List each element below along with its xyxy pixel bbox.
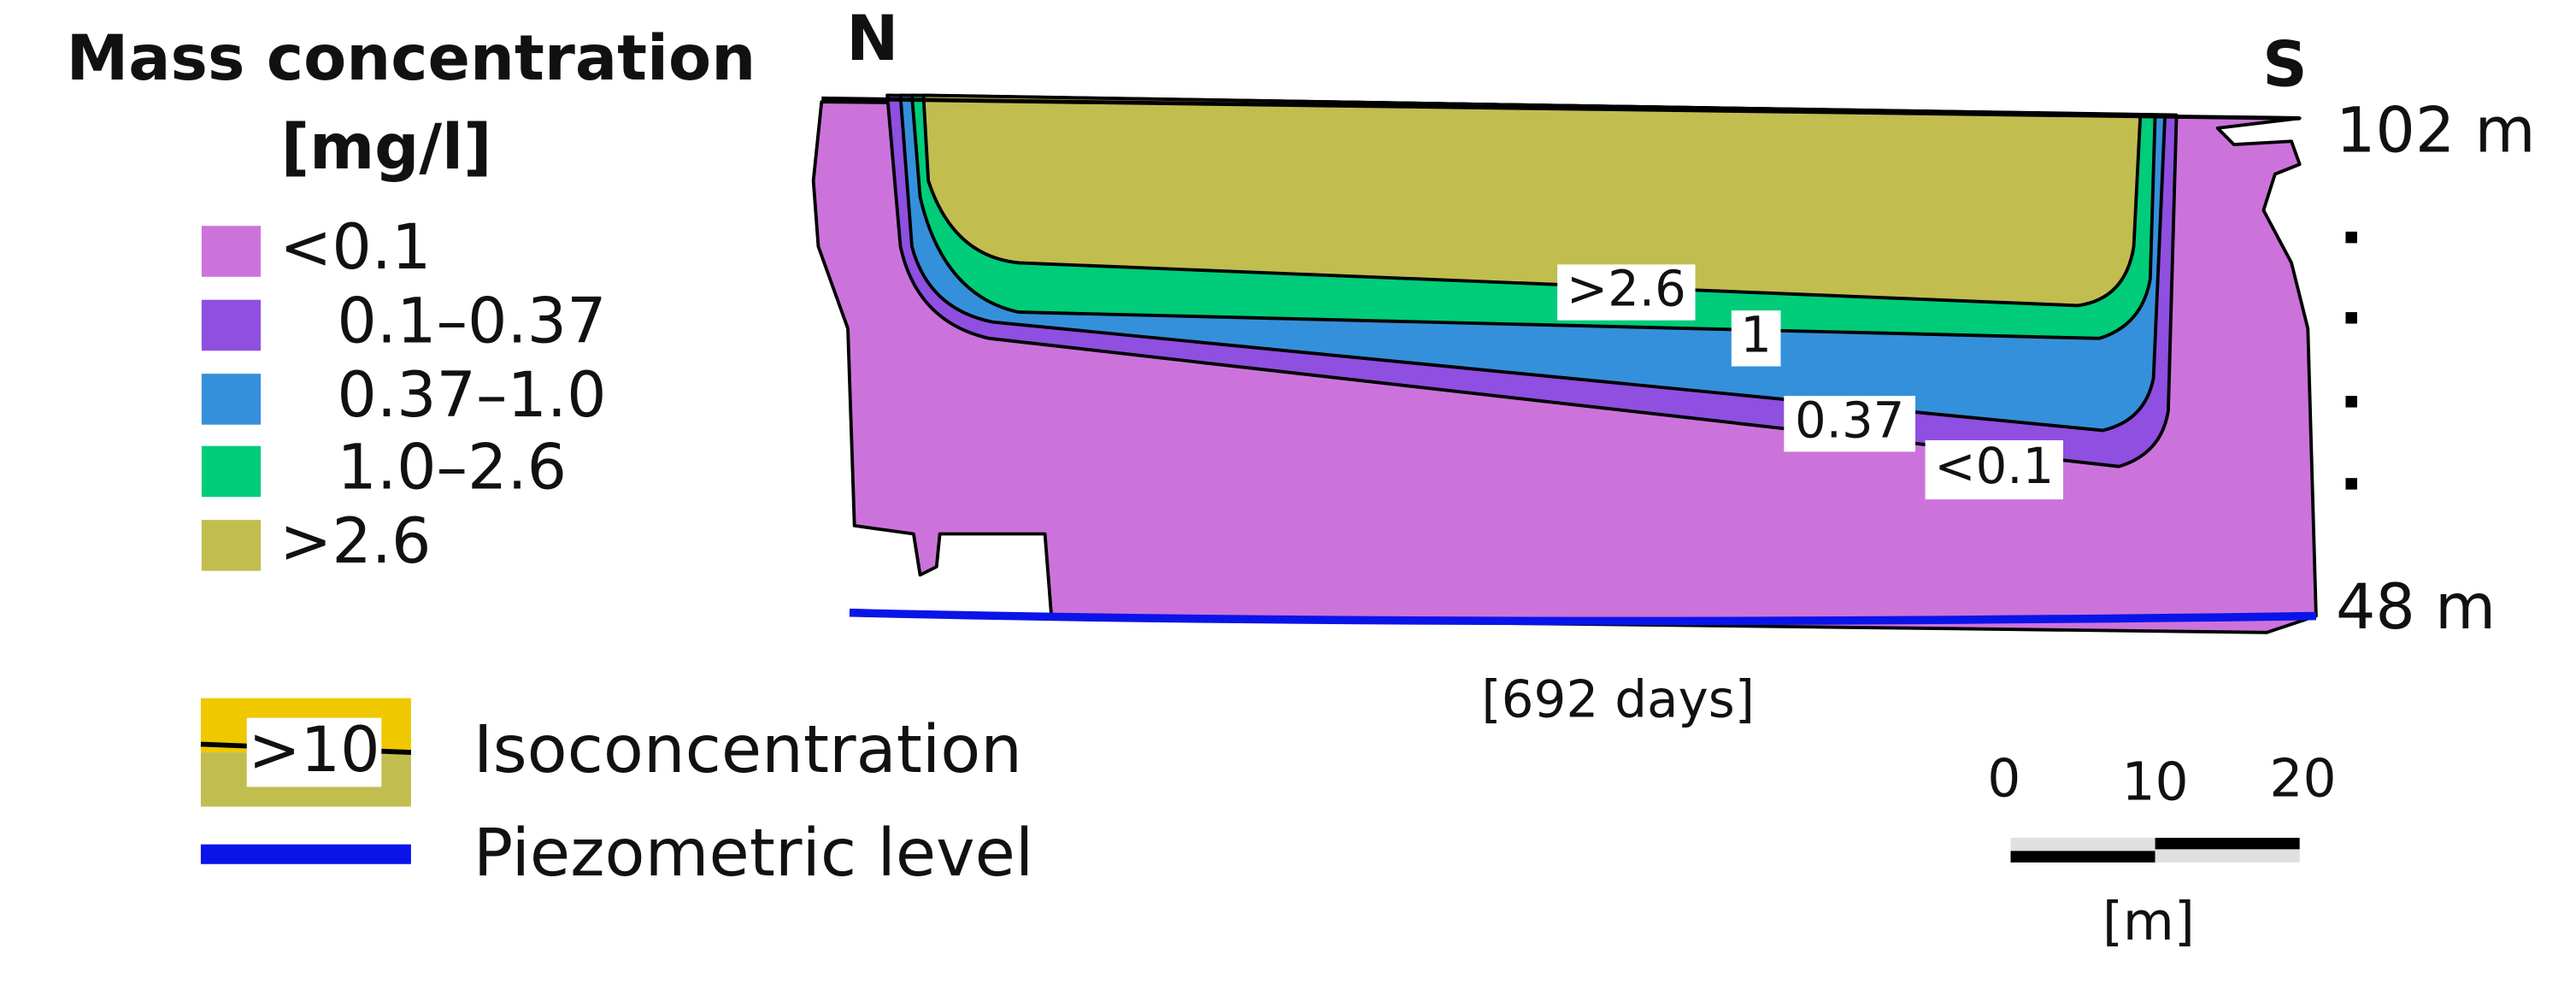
legend-label: >2.6 [279, 505, 431, 578]
legend: <0.10.1–0.370.37–1.01.0–2.6>2.6 [201, 211, 607, 578]
contour-label-box [1925, 439, 2063, 500]
scale-segment [2010, 851, 2155, 863]
legend-title: Mass concentration [67, 22, 756, 95]
elevation-dots [2345, 231, 2357, 490]
legend-label: 0.1–0.37 [337, 285, 606, 357]
top-elevation: 102 m [2336, 95, 2536, 168]
legend-swatch [201, 374, 262, 425]
scale-tick: 0 [1987, 749, 2020, 810]
contour-label-box [1784, 396, 1916, 452]
contour-label: 0.37 [1795, 391, 1904, 449]
layer-gt-2-6 [921, 93, 2143, 308]
legend-unit: [mg/l] [281, 111, 492, 184]
bottom-elevation: 48 m [2336, 571, 2496, 644]
contour-label-box [1731, 310, 1781, 367]
legend-swatch [201, 445, 262, 498]
scale-segment [2155, 837, 2300, 850]
legend-swatch [201, 226, 262, 277]
piezo-label: Piezometric level [473, 816, 1033, 892]
south-label: S [2262, 29, 2308, 102]
contour-label-box [1557, 264, 1696, 321]
contour-label: >2.6 [1567, 260, 1686, 318]
legend-swatch [201, 520, 262, 571]
legend-label: 1.0–2.6 [337, 431, 567, 504]
piezometric-line [849, 608, 2316, 626]
legend-swatch [201, 299, 262, 351]
scale-unit: [m] [2103, 892, 2195, 952]
iso-label: Isoconcentration [473, 712, 1022, 788]
piezo-swatch [200, 844, 411, 864]
iso-sample: >10 [248, 714, 379, 787]
contour-label: 1 [1740, 305, 1772, 363]
scale-segment [2010, 837, 2155, 851]
north-label: N [846, 3, 898, 75]
scale-segment [2155, 849, 2300, 863]
legend-label: 0.37–1.0 [337, 359, 606, 432]
contour-labels: >2.6 1 0.37 <0.1 [1557, 260, 2063, 500]
scale-tick: 20 [2269, 749, 2336, 810]
iso-label-box [246, 717, 382, 787]
legend-label: <0.1 [279, 211, 431, 284]
surface-line [821, 96, 2300, 121]
time-label: [692 days] [1481, 671, 1755, 730]
contour-label: <0.1 [1934, 437, 2054, 495]
cross-section [811, 93, 2318, 634]
scale-tick: 10 [2121, 752, 2188, 813]
